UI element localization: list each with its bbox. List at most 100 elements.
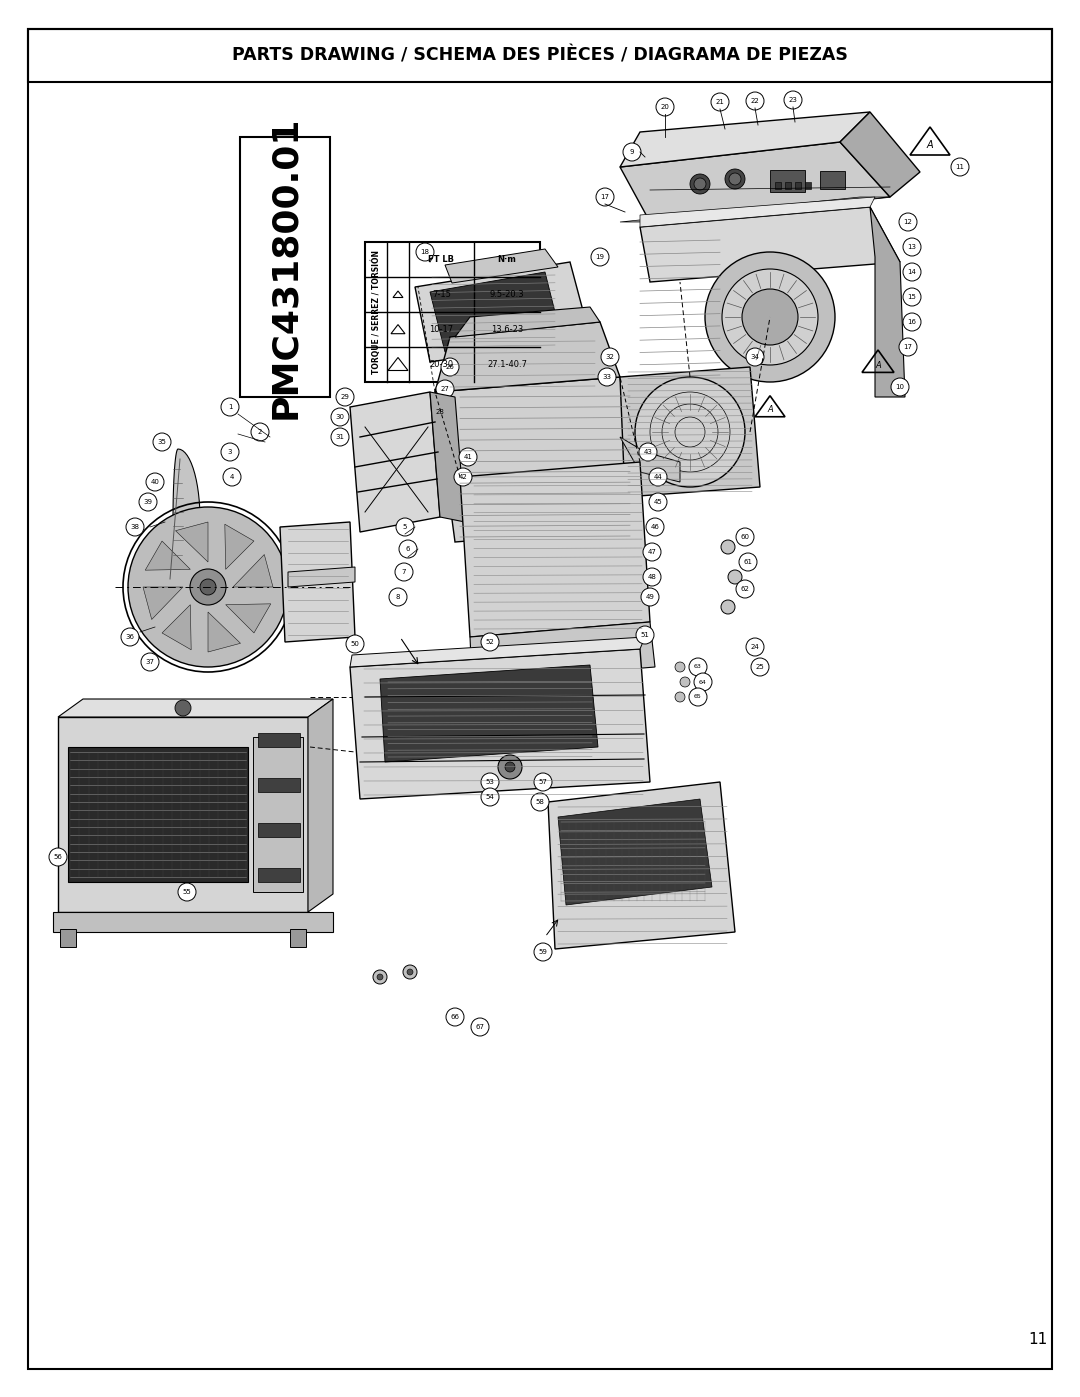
Text: 20: 20 xyxy=(661,103,670,110)
Circle shape xyxy=(746,638,764,657)
Circle shape xyxy=(711,94,729,110)
Polygon shape xyxy=(435,321,620,393)
Circle shape xyxy=(454,468,472,486)
Text: 48: 48 xyxy=(648,574,657,580)
Text: 19: 19 xyxy=(595,254,605,260)
Text: 29: 29 xyxy=(340,394,350,400)
Bar xyxy=(775,182,781,189)
Bar xyxy=(795,182,801,189)
Circle shape xyxy=(178,883,195,901)
Circle shape xyxy=(675,662,685,672)
Circle shape xyxy=(951,158,969,176)
Text: 40: 40 xyxy=(150,479,160,485)
Text: 66: 66 xyxy=(450,1014,459,1020)
Circle shape xyxy=(481,788,499,806)
Polygon shape xyxy=(455,307,600,337)
Text: 38: 38 xyxy=(131,524,139,529)
Text: PARTS DRAWING / SCHEMA DES PIÈCES / DIAGRAMA DE PIEZAS: PARTS DRAWING / SCHEMA DES PIÈCES / DIAG… xyxy=(232,46,848,64)
Circle shape xyxy=(642,588,659,606)
Polygon shape xyxy=(620,112,870,168)
Text: 34: 34 xyxy=(751,353,759,360)
Bar xyxy=(53,912,333,932)
Circle shape xyxy=(649,468,667,486)
Text: PMC431800.01: PMC431800.01 xyxy=(268,115,302,419)
Text: 12: 12 xyxy=(904,219,913,225)
Circle shape xyxy=(534,943,552,961)
Circle shape xyxy=(635,377,745,488)
Text: 22: 22 xyxy=(751,98,759,103)
Circle shape xyxy=(675,692,685,703)
Polygon shape xyxy=(308,698,333,912)
Circle shape xyxy=(141,652,159,671)
Text: 65: 65 xyxy=(694,694,702,700)
Circle shape xyxy=(598,367,616,386)
Text: 11: 11 xyxy=(1029,1331,1048,1347)
Text: A: A xyxy=(875,360,881,369)
Text: 61: 61 xyxy=(743,559,753,564)
Polygon shape xyxy=(840,112,920,197)
Circle shape xyxy=(396,518,414,536)
Circle shape xyxy=(190,569,226,605)
Circle shape xyxy=(407,970,413,975)
Circle shape xyxy=(656,98,674,116)
Bar xyxy=(258,733,300,747)
Text: 1: 1 xyxy=(228,404,232,409)
Text: 46: 46 xyxy=(650,524,660,529)
Circle shape xyxy=(751,658,769,676)
Text: TORQUE / SERREZ / TORSIÓN: TORQUE / SERREZ / TORSIÓN xyxy=(372,250,381,374)
Circle shape xyxy=(742,289,798,345)
Circle shape xyxy=(471,1018,489,1037)
Text: 33: 33 xyxy=(603,374,611,380)
Circle shape xyxy=(735,528,754,546)
Text: 9: 9 xyxy=(630,149,634,155)
Text: 27: 27 xyxy=(441,386,449,393)
Circle shape xyxy=(591,249,609,265)
Circle shape xyxy=(459,448,477,467)
Circle shape xyxy=(690,175,710,194)
Circle shape xyxy=(403,965,417,979)
Circle shape xyxy=(600,348,619,366)
Text: 11: 11 xyxy=(956,163,964,170)
Text: 57: 57 xyxy=(539,780,548,785)
Circle shape xyxy=(531,793,549,812)
Text: 13: 13 xyxy=(907,244,917,250)
Text: 49: 49 xyxy=(646,594,654,599)
Polygon shape xyxy=(143,587,183,619)
Text: 56: 56 xyxy=(54,854,63,861)
Text: 14: 14 xyxy=(907,270,917,275)
Text: 62: 62 xyxy=(741,585,750,592)
Bar xyxy=(770,170,805,191)
Circle shape xyxy=(416,243,434,261)
Text: 10: 10 xyxy=(895,384,905,390)
Text: N·m: N·m xyxy=(498,256,516,264)
Text: A: A xyxy=(767,405,773,414)
Circle shape xyxy=(649,493,667,511)
Circle shape xyxy=(146,474,164,490)
Circle shape xyxy=(903,313,921,331)
Bar xyxy=(68,747,248,882)
Circle shape xyxy=(891,379,909,395)
Text: 50: 50 xyxy=(351,641,360,647)
Polygon shape xyxy=(415,263,590,362)
Circle shape xyxy=(498,754,522,780)
Polygon shape xyxy=(620,437,680,482)
Bar xyxy=(240,137,330,397)
Circle shape xyxy=(899,212,917,231)
Circle shape xyxy=(739,553,757,571)
Circle shape xyxy=(729,173,741,184)
Text: 42: 42 xyxy=(459,474,468,481)
Polygon shape xyxy=(460,462,650,637)
Polygon shape xyxy=(870,207,905,397)
Circle shape xyxy=(728,570,742,584)
Text: 21: 21 xyxy=(716,99,725,105)
Text: 45: 45 xyxy=(653,499,662,504)
Circle shape xyxy=(646,518,664,536)
Circle shape xyxy=(121,629,139,645)
Bar xyxy=(291,929,306,947)
Text: 58: 58 xyxy=(536,799,544,805)
Text: 23: 23 xyxy=(788,96,797,103)
Circle shape xyxy=(623,142,642,161)
Circle shape xyxy=(689,687,707,705)
Circle shape xyxy=(346,636,364,652)
Text: 35: 35 xyxy=(158,439,166,446)
